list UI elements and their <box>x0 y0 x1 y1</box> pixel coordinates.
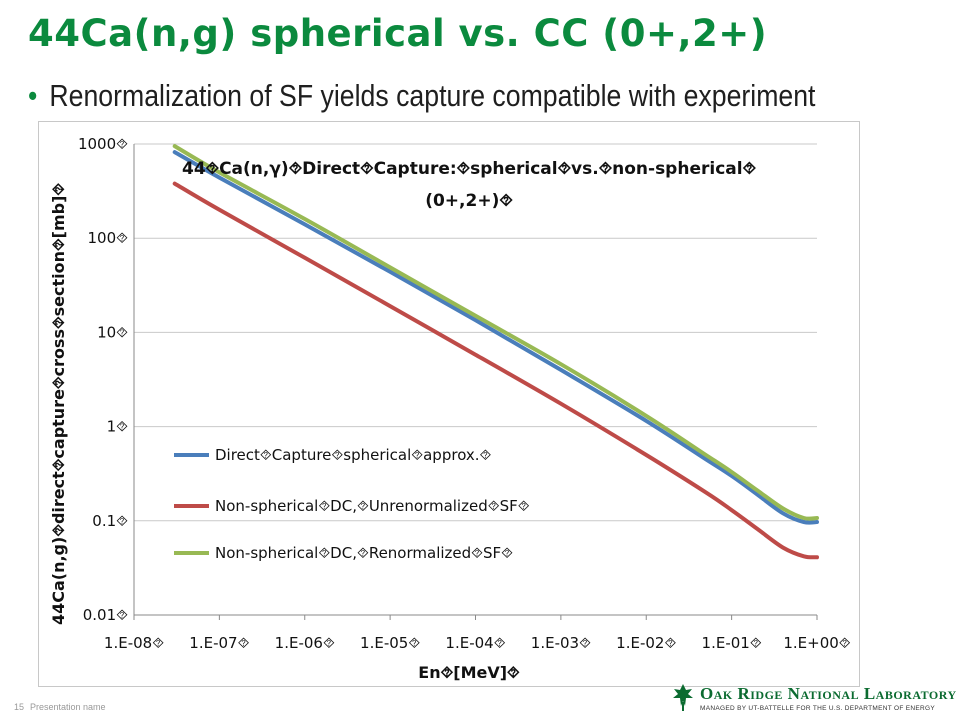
slide-footer: 15 Presentation name <box>14 702 106 712</box>
chart-title-line1: 44⯑Ca(n,γ)⯑Direct⯑Capture:⯑spherical⯑vs.… <box>182 159 757 179</box>
y-tick-label: 1⯑ <box>107 418 129 436</box>
x-axis-label: En⯑[MeV]⯑ <box>418 663 520 682</box>
bullet-text: Renormalization of SF yields capture com… <box>49 78 816 113</box>
x-tick-label: 1.E-04⯑ <box>445 634 505 652</box>
ornl-logo: Oak Ridge National Laboratory MANAGED BY… <box>672 680 956 716</box>
chart-svg: 1000⯑100⯑10⯑1⯑0.1⯑0.01⯑ 1.E-08⯑ 1.E-07⯑ 1.… <box>49 135 851 682</box>
series-line-2 <box>172 181 819 560</box>
legend-entry: Non-spherical⯑DC,⯑Unrenormalized⯑SF⯑ <box>215 497 530 515</box>
y-tick-labels: 1000⯑ 100⯑ 10⯑ 1⯑ 0.1⯑ 0.01⯑ <box>78 135 128 624</box>
chart-area: 1000⯑ 100⯑ 10⯑ 1⯑ 0.1⯑ 0.01⯑ 1.E-08⯑ 1.E-07⯑ 1.… <box>38 121 860 687</box>
x-tick-label: 1.E+00⯑ <box>783 634 850 652</box>
chart-series <box>172 144 819 560</box>
y-tick-label: 10⯑ <box>97 323 128 341</box>
y-tick-label: 1000⯑ <box>78 135 128 153</box>
bullet-point: • Renormalization of SF yields capture co… <box>28 78 815 114</box>
series-line-3 <box>172 144 819 521</box>
x-tick-label: 1.E-01⯑ <box>702 634 762 652</box>
y-tick-label: 0.1⯑ <box>92 512 128 530</box>
y-axis-label: 44Ca(n,g)⯑direct⯑capture⯑cross⯑section⯑[… <box>49 183 68 625</box>
legend-entry: Non-spherical⯑DC,⯑Renormalized⯑SF⯑ <box>215 544 513 562</box>
leaf-icon <box>673 684 693 711</box>
ornl-subtitle: MANAGED BY UT-BATTELLE FOR THE U.S. DEPA… <box>700 705 935 712</box>
chart-title-line2: (0+,2+)⯑ <box>425 191 513 211</box>
x-tick-label: 1.E-07⯑ <box>189 634 249 652</box>
y-tick-label: 0.01⯑ <box>83 606 128 624</box>
legend-entry: Direct⯑Capture⯑spherical⯑approx.⯑ <box>215 446 492 464</box>
slide-title: 44Ca(n,g) spherical vs. CC (0+,2+) <box>28 12 768 55</box>
chart-legend: Direct⯑Capture⯑spherical⯑approx.⯑ Non-sph… <box>174 446 530 562</box>
x-tick-label: 1.E-05⯑ <box>360 634 420 652</box>
x-tick-label: 1.E-03⯑ <box>531 634 591 652</box>
chart-grid <box>133 143 818 620</box>
page-number: 15 <box>14 702 25 712</box>
series-line-1 <box>172 150 819 525</box>
ornl-name: Oak Ridge National Laboratory <box>700 684 957 703</box>
x-tick-labels: 1.E-08⯑ 1.E-07⯑ 1.E-06⯑ 1.E-05⯑ 1.E-04⯑ 1.E-0… <box>104 634 851 652</box>
bullet-dot: • <box>28 78 38 113</box>
x-tick-label: 1.E-06⯑ <box>275 634 335 652</box>
x-tick-label: 1.E-08⯑ <box>104 634 164 652</box>
presentation-name: Presentation name <box>30 702 106 712</box>
y-tick-label: 100⯑ <box>88 229 129 247</box>
x-tick-label: 1.E-02⯑ <box>616 634 676 652</box>
